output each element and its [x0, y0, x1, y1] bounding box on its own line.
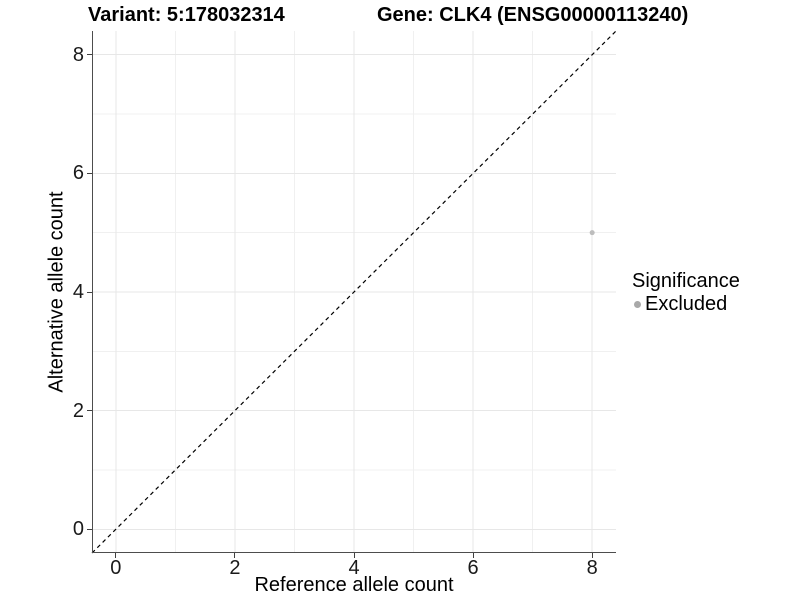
legend-title: Significance	[632, 270, 740, 292]
y-tick-label: 2	[72, 399, 84, 422]
x-axis-title: Reference allele count	[254, 574, 454, 596]
legend-item: Excluded	[632, 293, 740, 316]
y-tick-mark	[87, 410, 92, 412]
y-tick-label: 4	[72, 281, 84, 303]
y-tick-mark	[87, 528, 92, 530]
x-tick-label: 0	[110, 557, 122, 579]
x-tick-label: 2	[229, 557, 241, 579]
x-tick-mark	[234, 553, 236, 558]
plot-title-gene: Gene: CLK4 (ENSG00000113240)	[377, 4, 689, 26]
x-tick-label: 8	[586, 557, 598, 579]
data-point	[589, 230, 595, 236]
y-tick-label: 8	[72, 43, 84, 66]
plot-panel	[91, 30, 617, 554]
y-axis-title: Alternative allele count	[45, 191, 68, 393]
identity-dashed-line	[91, 30, 617, 554]
x-tick-label: 4	[348, 557, 360, 579]
x-tick-mark	[472, 553, 474, 558]
x-tick-label: 6	[467, 557, 479, 579]
y-tick-mark	[87, 291, 92, 293]
y-tick-mark	[87, 54, 92, 56]
x-tick-mark	[353, 553, 355, 558]
y-tick-label: 0	[72, 518, 84, 541]
y-tick-mark	[87, 172, 92, 174]
legend: Significance Excluded	[632, 270, 740, 316]
legend-key-point-icon	[634, 301, 641, 308]
legend-item-label: Excluded	[645, 293, 728, 315]
x-tick-mark	[115, 553, 117, 558]
y-tick-label: 6	[72, 162, 84, 185]
plot-canvas	[91, 30, 617, 554]
x-tick-mark	[591, 553, 593, 558]
plot-title-variant: Variant: 5:178032314	[88, 4, 285, 26]
